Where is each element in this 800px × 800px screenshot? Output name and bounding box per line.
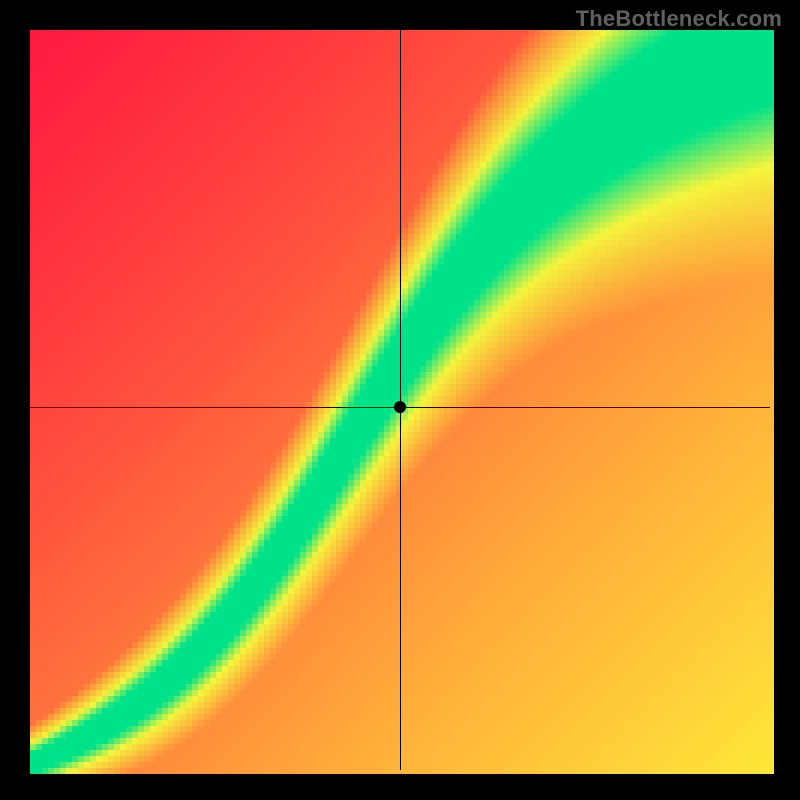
crosshair-vertical xyxy=(400,30,401,770)
chart-container: { "watermark": { "text": "TheBottleneck.… xyxy=(0,0,800,800)
crosshair-marker xyxy=(394,401,406,413)
watermark-text: TheBottleneck.com xyxy=(576,6,782,32)
